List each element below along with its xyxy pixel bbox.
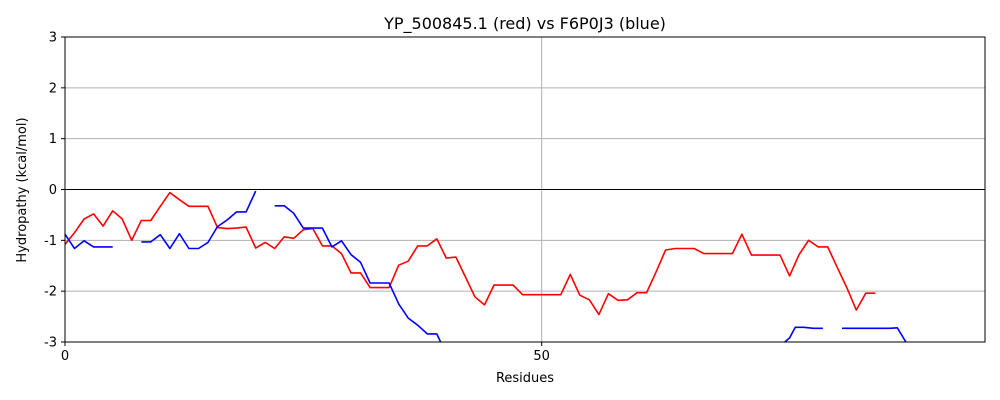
y-tick-label: -2 — [44, 285, 57, 300]
series-f6p0j3 — [64, 190, 907, 343]
x-axis-label: Residues — [496, 371, 554, 386]
series-line-segment — [784, 326, 823, 343]
series-line-segment — [64, 191, 876, 316]
series-line-segment — [274, 205, 442, 343]
y-tick-label: 1 — [49, 132, 57, 147]
y-tick-label: -3 — [44, 336, 57, 351]
series-lines — [64, 190, 907, 343]
axis-ticks: -3 -2 -1 0 1 2 3 0 50 — [44, 31, 550, 365]
series-line-segment — [64, 233, 113, 250]
series-line-segment — [141, 190, 257, 250]
x-tick-label: 50 — [533, 349, 550, 364]
series-line-segment — [842, 326, 907, 343]
chart-title: YP_500845.1 (red) vs F6P0J3 (blue) — [383, 14, 666, 34]
series-yp-500845-1 — [64, 191, 876, 316]
y-axis-label: Hydropathy (kcal/mol) — [15, 117, 30, 262]
y-tick-label: 2 — [49, 81, 57, 96]
y-tick-label: 3 — [49, 31, 57, 46]
y-tick-label: -1 — [44, 234, 57, 249]
y-tick-label: 0 — [49, 183, 57, 198]
x-tick-label: 0 — [61, 349, 69, 364]
